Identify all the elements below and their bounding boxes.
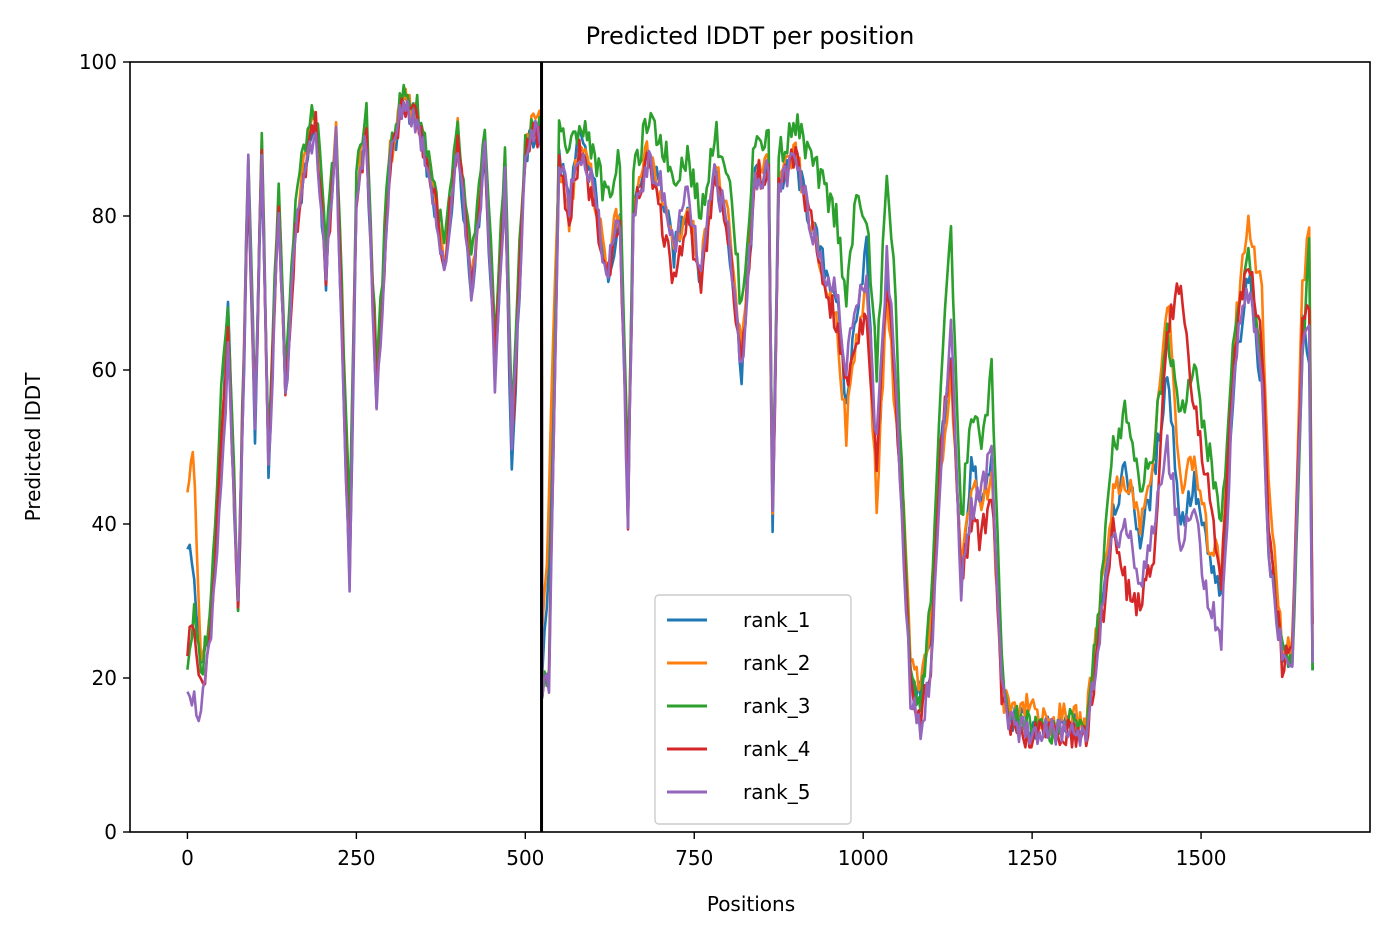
legend-box — [654, 594, 852, 825]
x-tick-label: 250 — [337, 846, 375, 870]
y-tick-label: 80 — [92, 204, 117, 228]
x-tick-label: 1250 — [1007, 846, 1058, 870]
legend-label-rank_5: rank_5 — [743, 780, 810, 804]
y-axis-title: Predicted lDDT — [21, 372, 45, 522]
chart-title: Predicted lDDT per position — [586, 22, 915, 50]
series-group — [186, 83, 1314, 749]
x-axis-title: Positions — [707, 892, 795, 916]
legend-label-rank_2: rank_2 — [743, 651, 810, 675]
y-tick-label: 0 — [104, 820, 117, 844]
x-tick-label: 500 — [506, 846, 544, 870]
x-axis: 0 250 500 750 1000 1250 1500 — [181, 832, 1227, 870]
x-tick-label: 0 — [181, 846, 194, 870]
series-line-rank_5 — [186, 99, 1314, 747]
legend-label-rank_1: rank_1 — [743, 608, 810, 632]
y-tick-label: 60 — [92, 358, 117, 382]
legend-label-rank_4: rank_4 — [743, 737, 810, 761]
legend: rank_1 rank_2 rank_3 rank_4 rank_5 — [654, 594, 852, 825]
y-tick-label: 40 — [92, 512, 117, 536]
x-tick-label: 1000 — [838, 846, 889, 870]
x-tick-label: 750 — [675, 846, 713, 870]
y-axis: 0 20 40 60 80 100 — [79, 50, 130, 844]
legend-label-rank_3: rank_3 — [743, 694, 810, 718]
y-tick-label: 20 — [92, 666, 117, 690]
plot-frame — [129, 61, 1371, 833]
y-tick-label: 100 — [79, 50, 117, 74]
x-tick-label: 1500 — [1176, 846, 1227, 870]
